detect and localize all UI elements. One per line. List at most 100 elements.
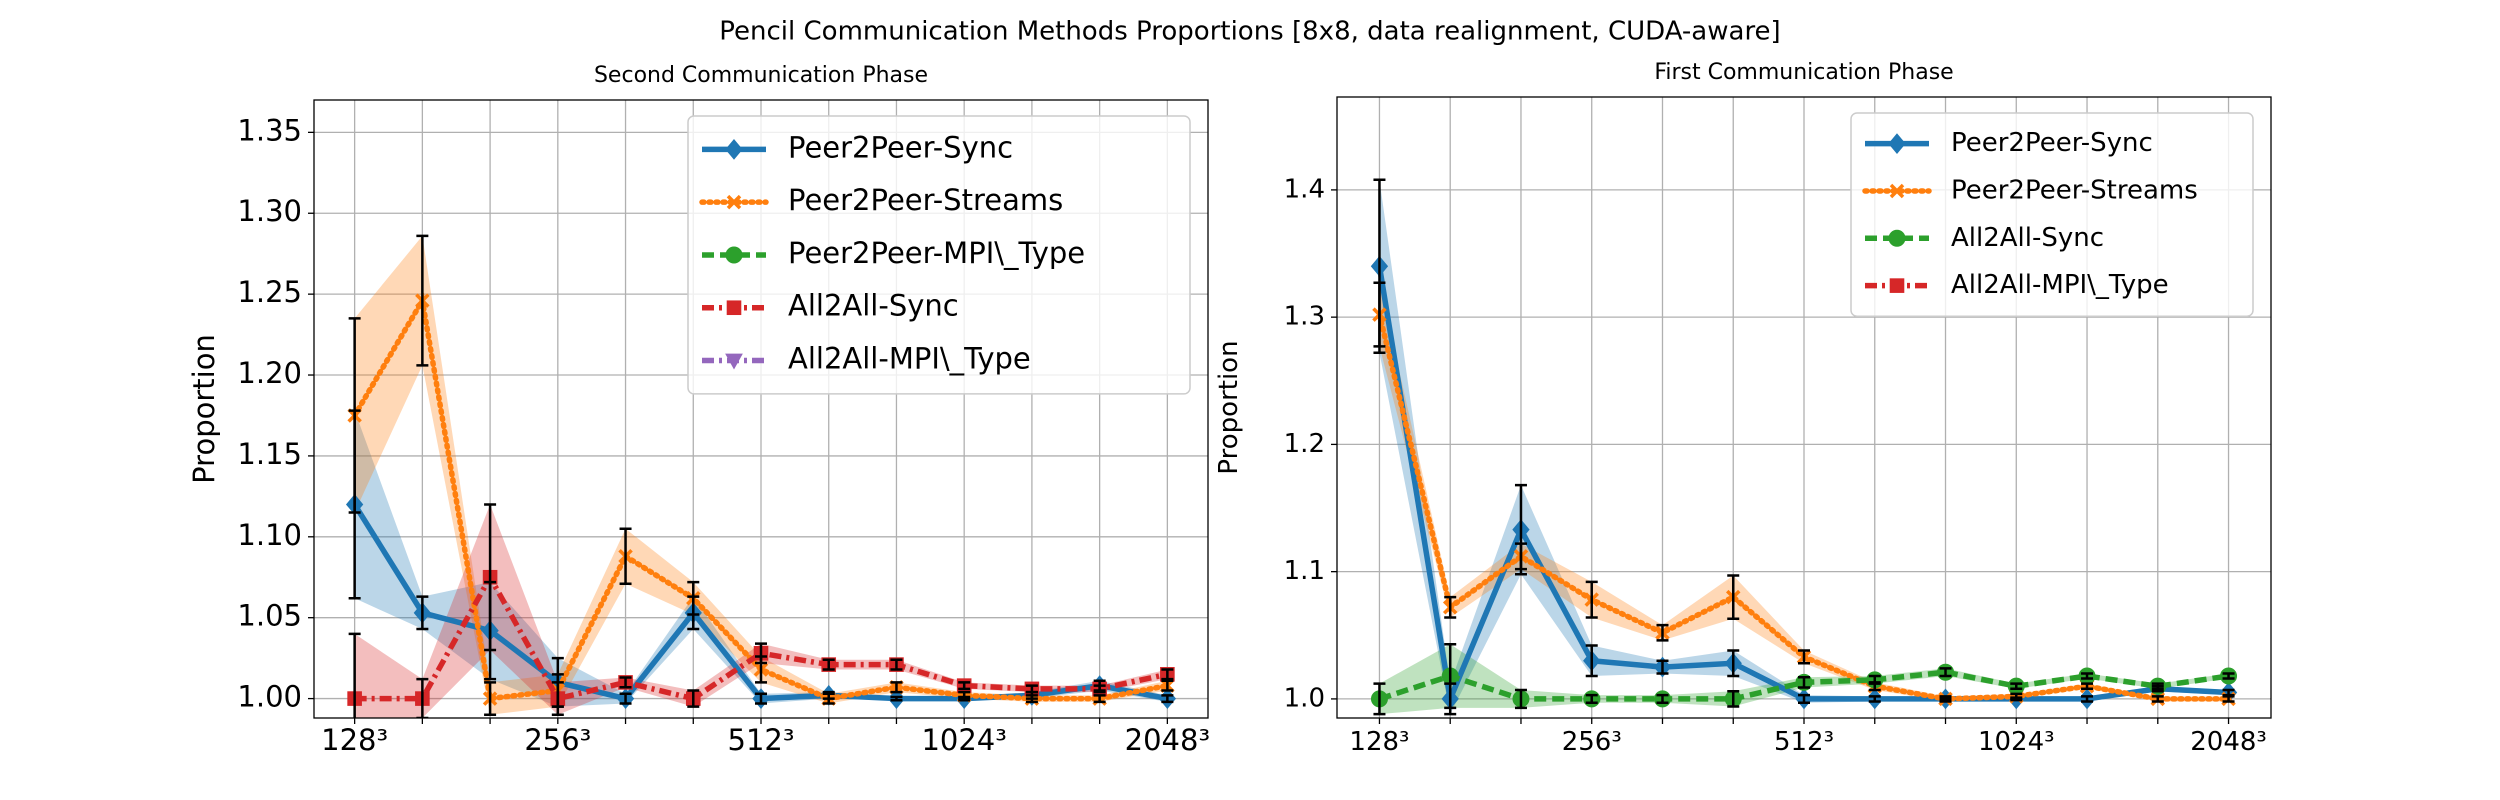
error-bar	[1656, 693, 1669, 704]
error-bar	[551, 681, 564, 717]
error-bar	[1727, 690, 1740, 708]
error-bar	[619, 692, 632, 705]
error-bar	[1444, 642, 1457, 710]
legend: Peer2Peer-Sync Peer2Peer-Streams Peer2Peer…	[687, 115, 1191, 395]
error-band	[354, 504, 1168, 718]
error-bar	[2151, 682, 2164, 690]
error-bar	[822, 692, 835, 705]
x-tick-label: 128³	[1349, 727, 1409, 757]
y-tick-label: 1.1	[1284, 556, 1325, 586]
error-bar	[416, 595, 429, 631]
error-bar	[890, 681, 903, 694]
error-bar	[687, 580, 700, 616]
x-tick-label: 1024³	[921, 723, 1006, 757]
legend-label: All2All-MPI\_Type	[788, 342, 1031, 376]
y-tick-label: 1.05	[237, 599, 302, 633]
error-bar	[1939, 667, 1952, 678]
subplot-title: Second Communication Phase	[594, 63, 928, 88]
subplot: Second Communication Phase Proportion 1.00…	[187, 63, 1210, 757]
error-bar	[687, 689, 700, 708]
legend-label: Peer2Peer-MPI\_Type	[788, 236, 1085, 270]
error-bar	[958, 690, 971, 700]
marker	[1889, 183, 1905, 199]
marker	[725, 139, 743, 160]
error-bar	[619, 527, 632, 585]
error-bar	[1585, 693, 1598, 704]
error-bar	[1939, 695, 1952, 703]
plot-area	[1370, 178, 2238, 716]
error-bar	[1585, 644, 1598, 678]
error-bar	[2010, 682, 2023, 690]
error-bar	[1798, 693, 1810, 704]
x-tick-label: 512³	[728, 723, 795, 757]
x-tick-label: 2048³	[2190, 727, 2267, 757]
error-bar	[2010, 692, 2023, 701]
error-bar	[890, 658, 903, 671]
error-bar	[755, 692, 767, 705]
error-bar	[1373, 281, 1386, 348]
x-tick-label: 256³	[524, 723, 591, 757]
marker	[726, 194, 742, 210]
y-tick-label: 1.10	[237, 518, 302, 552]
error-bar	[416, 234, 429, 367]
error-bar	[484, 681, 497, 717]
subplot: First Communication Phase Proportion 1.0 1.…	[1214, 60, 2272, 757]
marker	[725, 353, 743, 370]
error-bar	[348, 632, 361, 718]
error-bar	[1161, 679, 1174, 692]
legend-label: All2All-Sync	[1951, 223, 2104, 253]
marker	[1888, 133, 1906, 155]
legend-label: Peer2Peer-Streams	[788, 183, 1063, 217]
y-tick-label: 1.2	[1284, 429, 1325, 459]
marker	[1888, 229, 1906, 247]
legend-label: Peer2Peer-Sync	[1951, 128, 2153, 158]
error-bar	[484, 503, 497, 652]
error-bar	[1868, 674, 1881, 685]
error-bar	[1585, 580, 1598, 619]
error-bar	[2222, 695, 2235, 703]
error-bar	[1093, 694, 1106, 704]
error-bar	[822, 658, 835, 671]
y-tick-label: 1.30	[237, 194, 302, 228]
axes-frame	[1336, 96, 2272, 719]
figure-title: Pencil Communication Methods Proportions…	[719, 17, 1780, 47]
error-bar	[1656, 623, 1669, 642]
marker	[1889, 278, 1905, 293]
legend-label: All2All-Sync	[788, 289, 959, 323]
error-bar	[619, 676, 632, 689]
legend-frame	[687, 115, 1191, 395]
y-tick-label: 1.25	[237, 275, 302, 309]
y-tick-label: 1.00	[237, 680, 302, 714]
x-tick-label: 2048³	[1125, 723, 1210, 757]
error-bar	[1727, 574, 1740, 620]
marker	[726, 300, 742, 316]
error-bar	[1373, 682, 1386, 716]
error-bar	[1727, 649, 1740, 678]
x-tick-label: 256³	[1562, 727, 1622, 757]
y-tick-label: 1.15	[237, 437, 302, 471]
x-tick-label: 128³	[321, 723, 388, 757]
legend-label: Peer2Peer-Streams	[1951, 175, 2198, 205]
error-bar	[2151, 695, 2164, 703]
axes-frame	[313, 99, 1209, 719]
x-tick-label: 1024³	[1978, 727, 2055, 757]
error-bar	[1514, 542, 1527, 571]
error-bar	[2222, 688, 2235, 697]
error-bar	[958, 681, 971, 691]
y-tick-label: 1.0	[1284, 683, 1325, 713]
y-tick-label: 1.20	[237, 356, 302, 390]
error-bar	[2081, 672, 2094, 680]
error-bar	[890, 695, 903, 702]
legend: Peer2Peer-Sync Peer2Peer-Streams All2All-S…	[1850, 112, 2254, 318]
y-tick-label: 1.4	[1284, 174, 1325, 204]
error-bar	[1161, 694, 1174, 704]
error-bar	[1161, 668, 1174, 681]
y-tick-label: 1.3	[1284, 302, 1325, 332]
error-bar	[2081, 695, 2094, 703]
error-bar	[755, 642, 767, 665]
y-axis-label: Proportion	[1214, 340, 1244, 474]
error-bar	[1025, 694, 1038, 704]
error-bar	[2222, 672, 2235, 680]
error-bar	[1798, 649, 1810, 665]
